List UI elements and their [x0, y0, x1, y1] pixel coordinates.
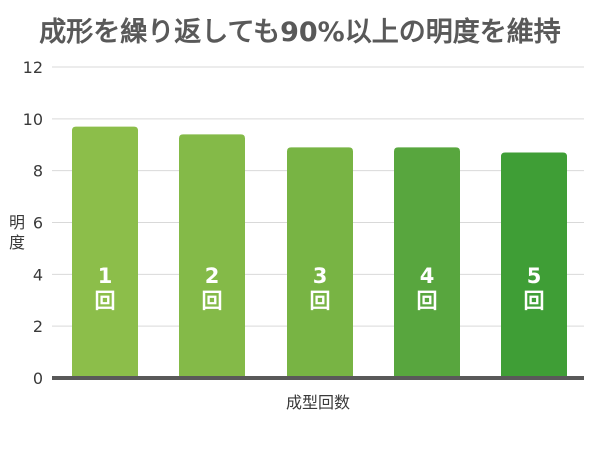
y-axis-title-char: 度	[9, 233, 25, 252]
bar	[72, 126, 138, 378]
bar-label-unit: 回	[417, 289, 438, 313]
bar-label-number: 3	[313, 264, 328, 288]
bar-label-unit: 回	[95, 289, 116, 313]
y-tick-label: 10	[23, 110, 43, 129]
bar-label-number: 2	[205, 264, 220, 288]
bar-label-number: 1	[98, 264, 113, 288]
y-tick-label: 12	[23, 58, 43, 77]
bar-label-number: 4	[420, 264, 435, 288]
bar-label-unit: 回	[524, 289, 545, 313]
bar-label-unit: 回	[310, 289, 331, 313]
y-axis-title-char: 明	[9, 213, 25, 232]
bar	[394, 147, 460, 378]
y-axis-ticks: 0 2 4 6 8 10 12	[23, 58, 43, 388]
y-tick-label: 2	[33, 317, 43, 336]
y-axis-title: 明度	[9, 213, 25, 252]
bar	[179, 134, 245, 378]
bar	[287, 147, 353, 378]
y-tick-label: 4	[33, 265, 43, 284]
bar	[501, 152, 567, 378]
y-tick-label: 8	[33, 162, 43, 181]
x-axis-title: 成型回数	[286, 393, 350, 412]
bar-label-number: 5	[527, 264, 542, 288]
bar-label-unit: 回	[202, 289, 223, 313]
y-tick-label: 0	[33, 369, 43, 388]
y-tick-label: 6	[33, 214, 43, 233]
chart-title: 成形を繰り返しても90%以上の明度を維持	[39, 17, 561, 48]
